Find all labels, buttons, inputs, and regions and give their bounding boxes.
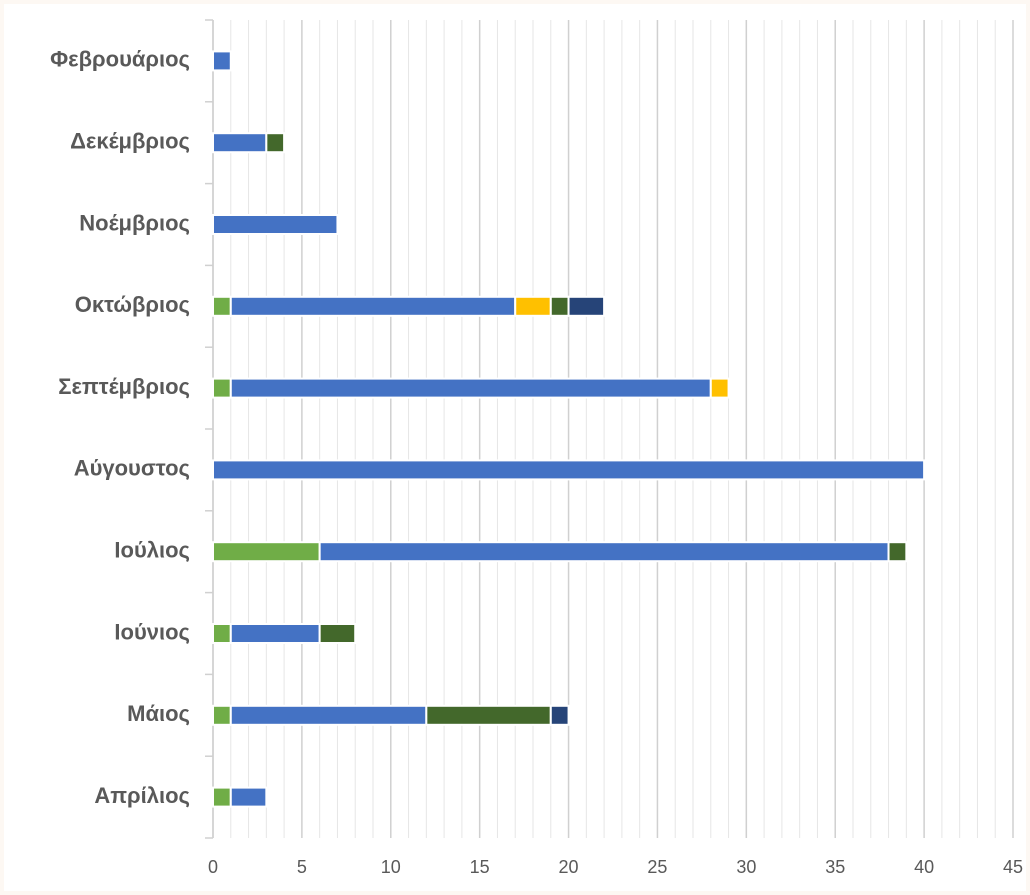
bar-segment [229,295,517,317]
y-tick-label: Ιούλιος [114,538,190,563]
bar-segment [549,295,570,317]
bar-segment [567,295,606,317]
bar-segment [318,541,890,563]
bar-segment [425,704,552,726]
bar-segment [212,459,926,481]
bar-segment [318,623,357,644]
bar-segment [212,295,232,317]
bar-segment [212,214,339,235]
y-tick-label: Οκτώβριος [75,292,190,317]
x-tick-label: 15 [470,857,490,877]
y-tick-label: Δεκέμβριος [70,129,190,154]
x-tick-label: 20 [559,857,579,877]
bar-segment [212,50,232,72]
x-tick-label: 30 [736,857,756,877]
bar-segment [709,377,730,399]
bar-segment [229,786,268,808]
bar-segment [229,377,712,399]
bar-segment [229,623,321,644]
y-tick-label: Μάιος [127,701,190,726]
bar-segment [212,786,232,808]
x-tick-label: 35 [825,857,845,877]
bar-segment [265,132,286,154]
y-tick-label: Ιούνιος [114,619,190,644]
x-tick-label: 0 [208,857,218,877]
bar-segment [212,132,268,154]
x-tick-label: 10 [381,857,401,877]
bar-segment [212,704,232,726]
bar-segment [514,295,552,317]
bar-segment [229,704,428,726]
y-tick-label: Φεβρουάριος [50,47,190,72]
y-tick-label: Νοέμβριος [79,210,190,235]
y-tick-label: Αύγουστος [74,456,190,481]
x-tick-label: 45 [1003,857,1023,877]
y-tick-label: Σεπτέμβριος [58,374,190,399]
y-tick-label: Απρίλιος [94,783,190,808]
x-tick-label: 40 [914,857,934,877]
x-tick-label: 5 [297,857,307,877]
x-tick-label: 25 [647,857,667,877]
bar-segment [549,704,570,726]
bar-segment [212,541,321,563]
bar-segment [212,623,232,644]
bar-segment [887,541,908,563]
bar-segment [212,377,232,399]
